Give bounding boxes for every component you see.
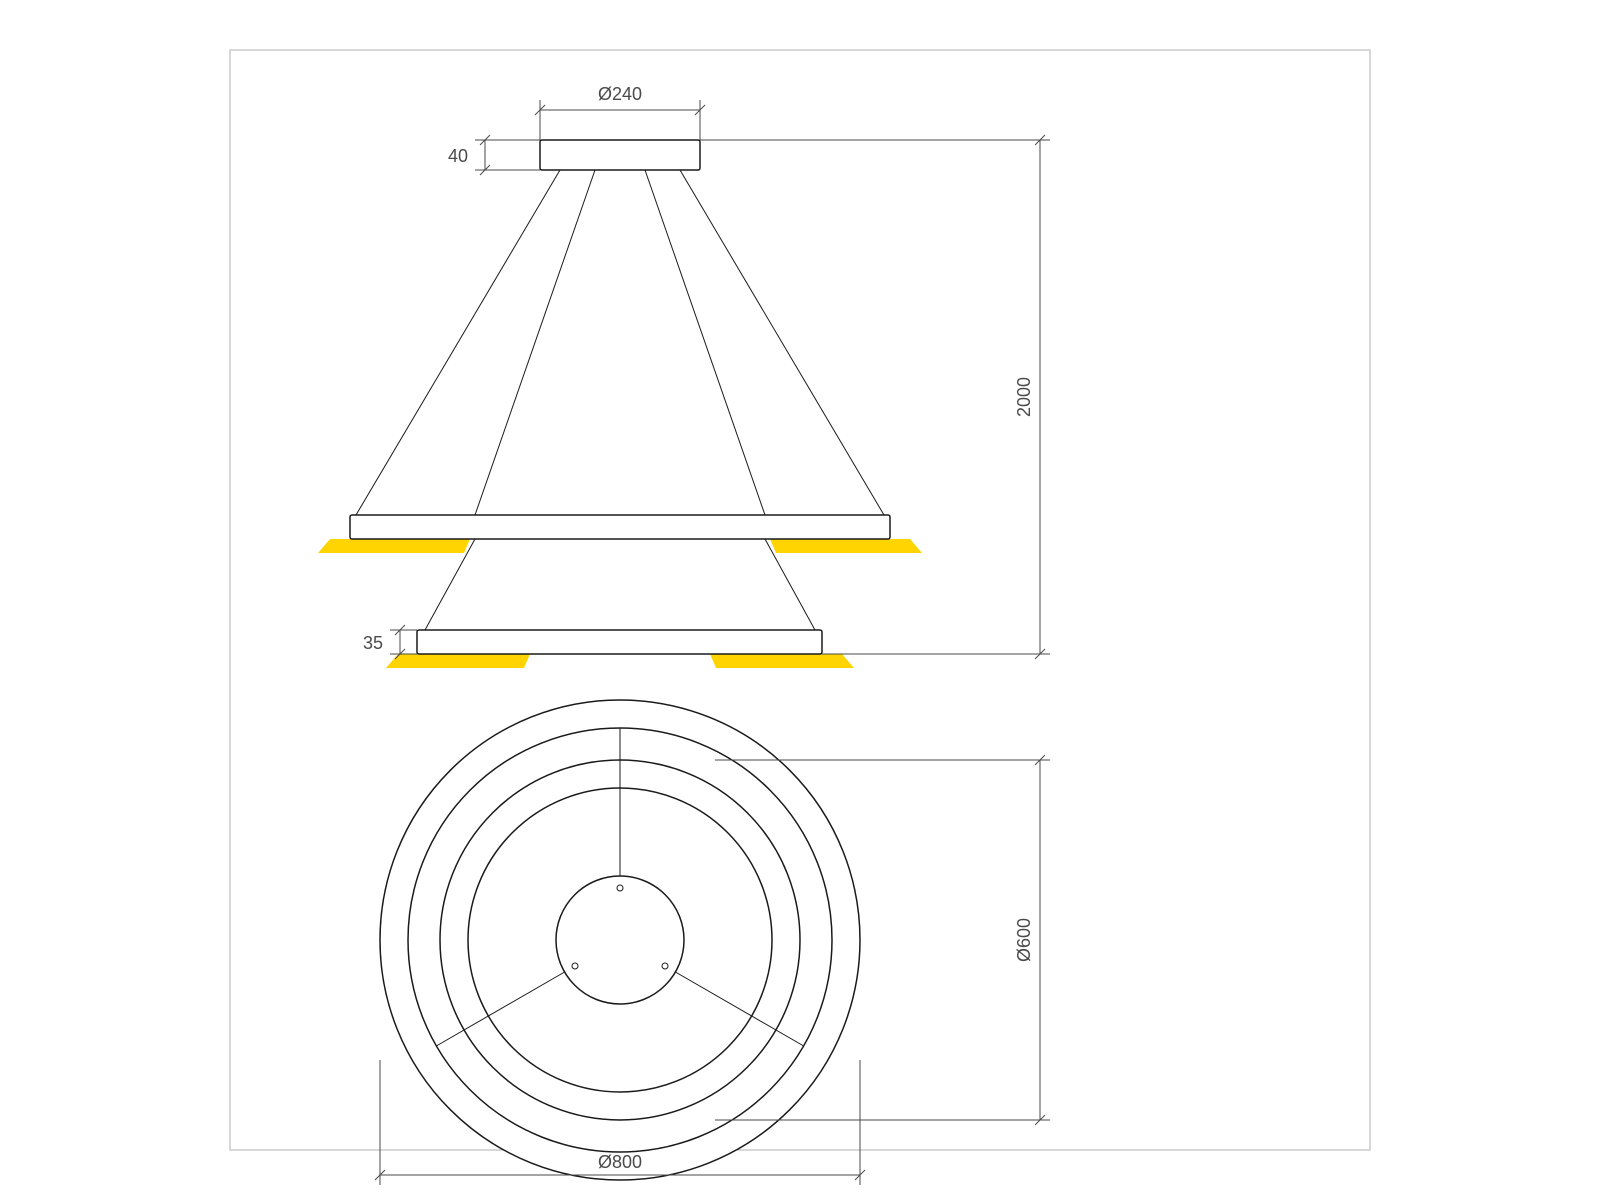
label-canopy-diameter: Ø240 [598, 84, 642, 104]
dim-canopy-height: 40 [448, 135, 540, 175]
label-outer-ring-diameter: Ø800 [598, 1152, 642, 1172]
label-inner-ring-diameter: Ø600 [1014, 918, 1034, 962]
top-view: Ø600 Ø800 [375, 700, 1050, 1185]
dim-overall-height: 2000 [700, 135, 1050, 659]
ring1-profile [350, 515, 890, 539]
ring1-glow-left [318, 539, 470, 553]
ring2-glow-left [386, 654, 530, 668]
ring1-glow-right [770, 539, 922, 553]
dim-ring-profile-height: 35 [363, 625, 417, 659]
technical-drawing: Ø240 40 2000 35 [0, 0, 1600, 1200]
ring2-profile [417, 630, 822, 654]
label-overall-height: 2000 [1014, 377, 1034, 417]
hub [556, 876, 684, 1004]
side-view: Ø240 40 2000 35 [318, 84, 1050, 668]
ring2-glow-right [710, 654, 854, 668]
dim-canopy-diameter: Ø240 [535, 84, 705, 140]
canopy [540, 140, 700, 170]
label-ring-profile-height: 35 [363, 633, 383, 653]
label-canopy-height: 40 [448, 146, 468, 166]
